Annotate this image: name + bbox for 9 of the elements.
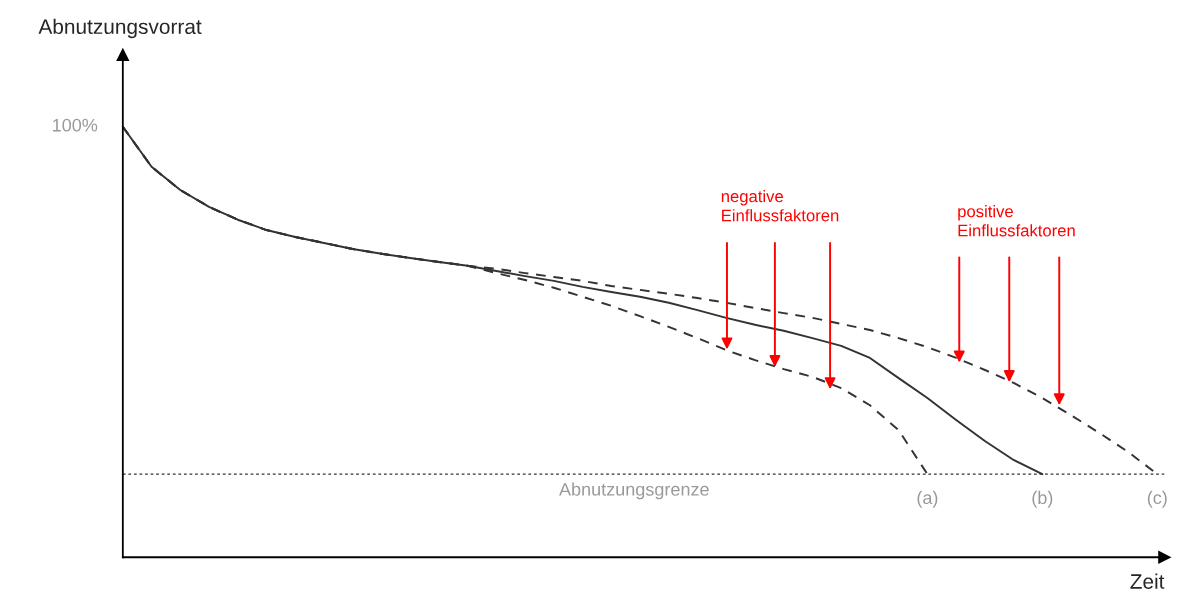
series-label: (a) [917, 490, 938, 508]
ref-line-label: Abnutzungsgrenze [559, 482, 709, 500]
annotation: negative Einflussfaktoren [721, 189, 839, 222]
series-label: (c) [1147, 490, 1167, 508]
text: 100% [53, 118, 98, 132]
x-axis-title: Zeit [1130, 573, 1165, 589]
y-axis-title: Abnutzungsvorrat [38, 18, 202, 39]
annotation: positive Einflussfaktoren [958, 205, 1075, 237]
series-label: (b) [1032, 490, 1053, 508]
